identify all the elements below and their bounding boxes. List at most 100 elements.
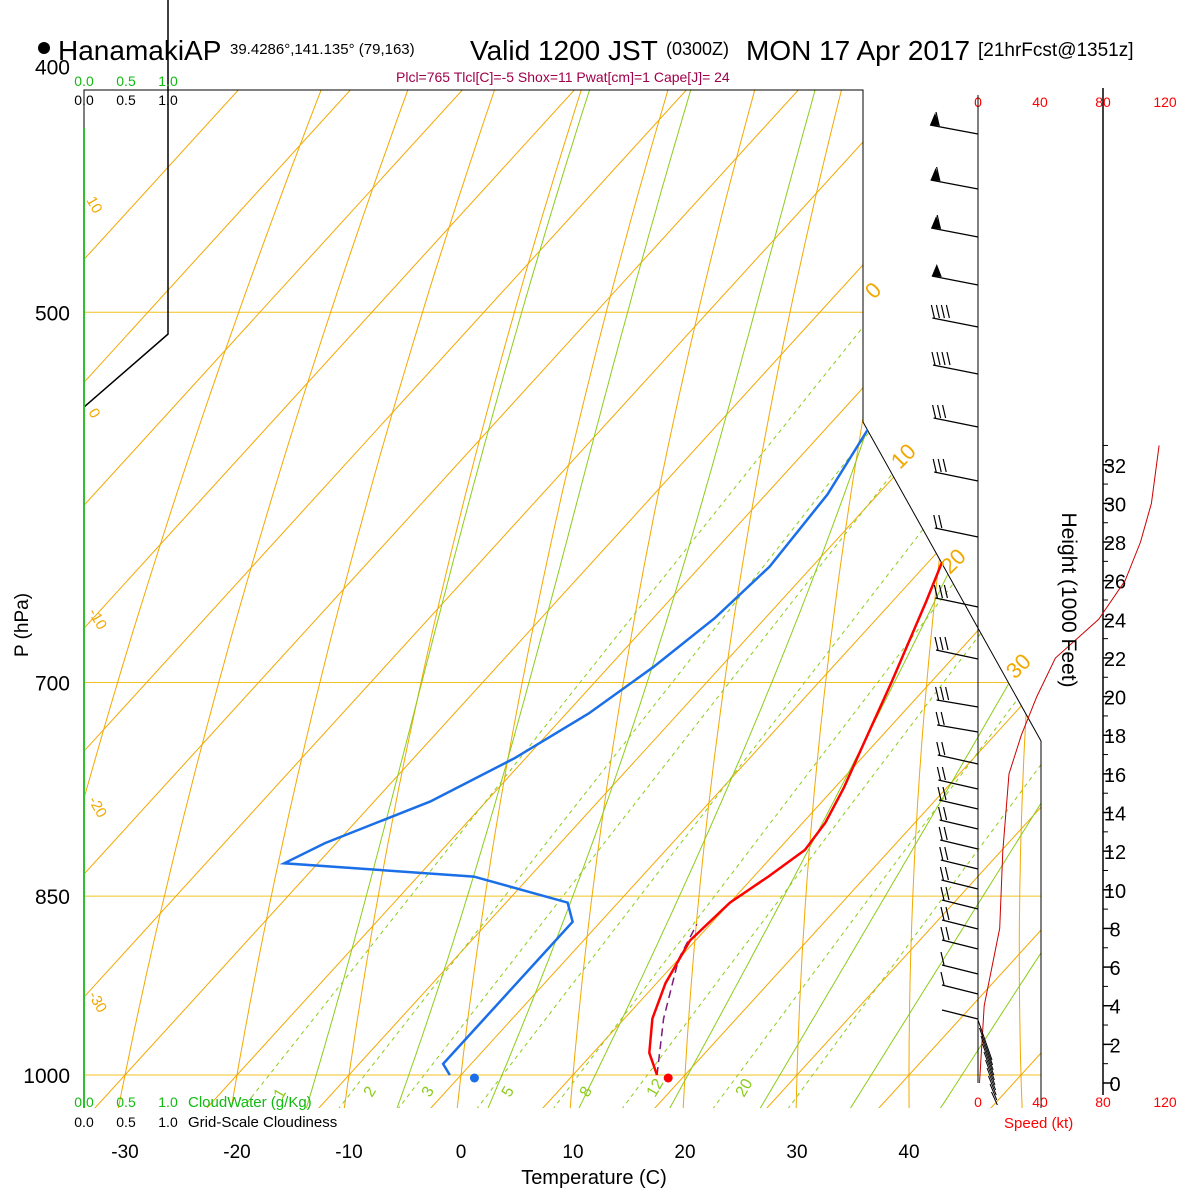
height-tick-label: 8 (1109, 919, 1120, 941)
wind-barb-feather (936, 351, 941, 366)
dry-adiabat-line (84, 90, 570, 1108)
wind-barb-staff (934, 471, 979, 482)
wind-barb-feather (935, 111, 940, 126)
cloudiness-profile (83, 0, 169, 408)
dry-adiabat-line (454, 90, 868, 1108)
wind-barb-feather (945, 886, 950, 901)
speed-tick-top: 120 (1153, 94, 1177, 110)
surface-dewpoint-dot (469, 1073, 479, 1083)
wind-barb-feather (936, 214, 941, 229)
valid-time: Valid 1200 JST (470, 35, 658, 66)
wind-barb-feather (945, 304, 950, 319)
cloudiness-label: Grid-Scale Cloudiness (188, 1114, 337, 1131)
wind-barb-feather (932, 404, 937, 419)
dry-adiabat-label: 20 (936, 544, 971, 579)
wind-barb-feather (933, 584, 938, 599)
wind-barb-flag (931, 264, 942, 277)
wind-barb-feather (937, 786, 942, 801)
wind-barb-feather (943, 826, 948, 841)
temperature-tick-label: 10 (562, 1142, 583, 1163)
wind-barb-feather (940, 926, 945, 941)
isotherm-line (971, 90, 1041, 1108)
pressure-tick-label: 500 (35, 302, 70, 325)
wind-barb-surface (983, 1051, 995, 1081)
y-axis-title: P (hPa) (12, 593, 33, 657)
station-coords: 39.4286°,141.135° (79,163) (230, 41, 415, 58)
wind-barb-feather (938, 514, 943, 529)
wind-barb-staff (941, 964, 979, 975)
cloudiness-tick-top: 1.0 (158, 92, 178, 108)
wind-barb-staff (938, 779, 979, 790)
moist-adiabat-line (568, 90, 1041, 1108)
wind-barb-staff (941, 919, 979, 930)
wind-barb-feather (942, 458, 947, 473)
wind-barb-feather (935, 686, 940, 701)
pressure-tick-label: 400 (35, 57, 70, 80)
wind-barb-feather (933, 514, 938, 529)
speed-tick-bottom: 80 (1095, 1094, 1111, 1110)
temperature-tick-label: 20 (674, 1142, 695, 1163)
wind-barb-feather (944, 866, 949, 881)
mixing-ratio-line (697, 90, 1041, 1108)
isotherm-line (84, 90, 997, 1108)
isotherm-line (84, 90, 1041, 1108)
station-name: HanamakiAP (58, 35, 221, 66)
wind-barb-flag (930, 168, 941, 181)
dry-adiabat-line (568, 90, 943, 1108)
height-tick-label: 24 (1104, 610, 1126, 632)
speed-tick-bottom: 0 (974, 1094, 982, 1110)
height-tick-label: 18 (1104, 726, 1126, 748)
dry-adiabat-line (1126, 0, 1200, 1129)
wind-barb-feather (940, 886, 945, 901)
wind-barb-staff (929, 124, 979, 135)
wind-barb-staff (941, 1009, 979, 1020)
mixing-ratio-line (461, 90, 1041, 1108)
wind-barb-feather (939, 866, 944, 881)
speed-tick-top: 80 (1095, 94, 1111, 110)
wind-barb-staff (941, 879, 979, 890)
temperature-tick-label: 30 (786, 1142, 807, 1163)
wind-barb-surface (980, 1035, 994, 1071)
cloudwater-tick-bottom: 0.0 (74, 1094, 94, 1110)
cloudiness-tick-top: 0.5 (116, 92, 136, 108)
station-marker-icon (38, 42, 50, 54)
wind-barb-feather (940, 971, 945, 986)
wind-barb-feather (936, 766, 941, 781)
isotherm-label: 0 (85, 406, 104, 422)
height-tick-label: 0 (1109, 1074, 1120, 1096)
dry-adiabat-label: 0 (860, 277, 886, 303)
wind-barb-staff (938, 799, 979, 810)
wind-barb-staff (935, 597, 979, 608)
wind-barb-staff (941, 939, 979, 950)
mixing-ratio-label: 2 (361, 1084, 380, 1100)
wind-barb-feather (930, 304, 935, 319)
isotherm-line (84, 90, 1041, 1108)
height-tick-label: 14 (1104, 804, 1126, 826)
wind-barb-feather (940, 304, 945, 319)
height-tick-label: 28 (1104, 533, 1126, 555)
isotherm-line (747, 90, 1041, 1108)
wind-barb-staff (934, 527, 979, 538)
height-tick-label: 20 (1104, 688, 1126, 710)
isotherm-line (187, 90, 1041, 1108)
height-tick-label: 16 (1104, 765, 1126, 787)
wind-barb-feather (940, 951, 945, 966)
moist-adiabat-line (478, 90, 991, 1108)
cloudiness-tick-bottom: 0.5 (116, 1114, 136, 1130)
wind-barb-feather (938, 584, 943, 599)
wind-barb-feather (943, 806, 948, 821)
cloudwater-tick-top: 0.5 (116, 73, 136, 89)
height-tick-label: 30 (1104, 494, 1126, 516)
wind-barb-feather (931, 351, 936, 366)
mixing-ratio-label: 20 (733, 1076, 757, 1100)
pressure-tick-label: 700 (35, 673, 70, 696)
dry-adiabat-line (227, 90, 719, 1108)
wind-barb-feather (941, 741, 946, 756)
axes-labels: 100-10-20-300102030123581220250300400500… (23, 57, 1036, 1163)
cloudwater-tick-top: 1.0 (158, 73, 178, 89)
speed-tick-bottom: 120 (1153, 1094, 1177, 1110)
isotherm-line (84, 90, 1041, 1108)
background-grid (84, 0, 1200, 1129)
isotherm-line (411, 90, 1041, 1108)
